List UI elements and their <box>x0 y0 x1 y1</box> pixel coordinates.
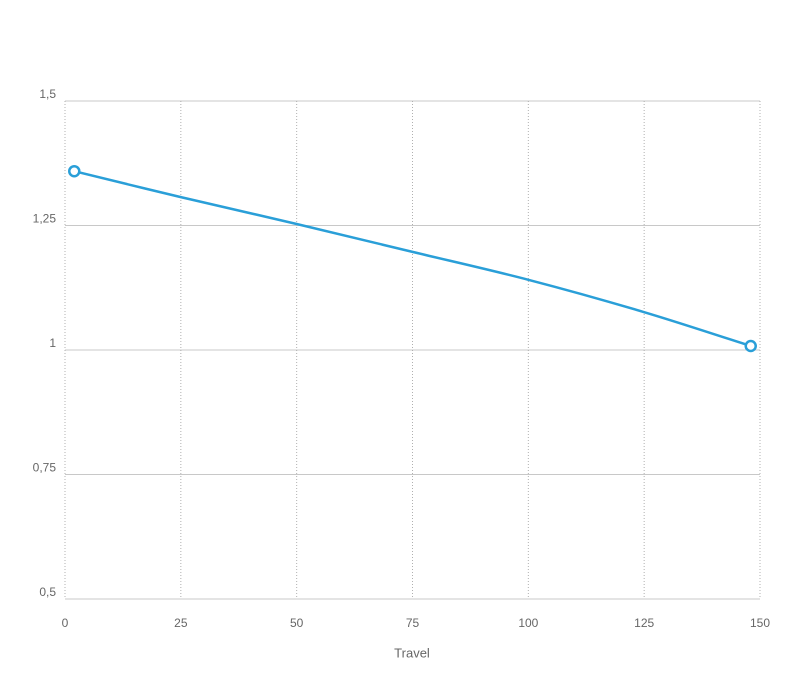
x-tick-label: 25 <box>174 616 188 630</box>
y-tick-label: 1,5 <box>39 87 56 101</box>
point-marker <box>744 339 757 353</box>
x-tick-label: 125 <box>634 616 654 630</box>
x-tick-label: 0 <box>62 616 69 630</box>
y-tick-label: 1 <box>49 336 56 350</box>
x-tick-label: 150 <box>750 616 770 630</box>
x-axis-label: Travel <box>394 645 430 660</box>
x-tick-label: 50 <box>290 616 304 630</box>
y-tick-label: 0,5 <box>39 585 56 599</box>
y-tick-label: 0,75 <box>33 461 57 475</box>
x-tick-label: 75 <box>406 616 420 630</box>
x-tick-label: 100 <box>518 616 538 630</box>
point-marker <box>68 164 81 178</box>
y-tick-label: 1,25 <box>33 212 57 226</box>
line <box>73 170 752 348</box>
